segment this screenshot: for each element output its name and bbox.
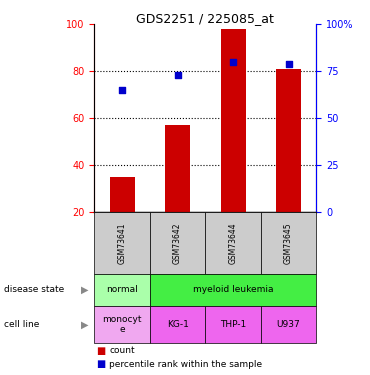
Text: disease state: disease state (4, 285, 64, 294)
Point (230, 59, 236, 65)
Text: myeloid leukemia: myeloid leukemia (193, 285, 273, 294)
Point (286, 61, 292, 67)
Text: GSM73642: GSM73642 (173, 222, 182, 264)
Bar (165, 125, 190, 212)
Text: normal: normal (106, 285, 138, 294)
Text: GSM73641: GSM73641 (118, 222, 127, 264)
Text: GDS2251 / 225085_at: GDS2251 / 225085_at (137, 12, 274, 25)
Bar (110, 177, 135, 212)
Text: GSM73644: GSM73644 (229, 222, 238, 264)
Text: percentile rank within the sample: percentile rank within the sample (109, 360, 262, 369)
Text: THP-1: THP-1 (220, 320, 246, 329)
Text: GSM73645: GSM73645 (284, 222, 293, 264)
Text: ▶: ▶ (81, 285, 89, 295)
Text: U937: U937 (277, 320, 300, 329)
Text: KG-1: KG-1 (166, 320, 189, 329)
Bar (276, 69, 301, 212)
Text: count: count (109, 346, 135, 355)
Text: ■: ■ (96, 346, 105, 355)
Text: monocyt
e: monocyt e (102, 315, 142, 334)
Point (119, 87, 125, 93)
Text: cell line: cell line (4, 320, 39, 329)
Text: ▶: ▶ (81, 320, 89, 329)
Text: ■: ■ (96, 360, 105, 369)
Point (175, 72, 181, 78)
Bar (221, 29, 246, 212)
